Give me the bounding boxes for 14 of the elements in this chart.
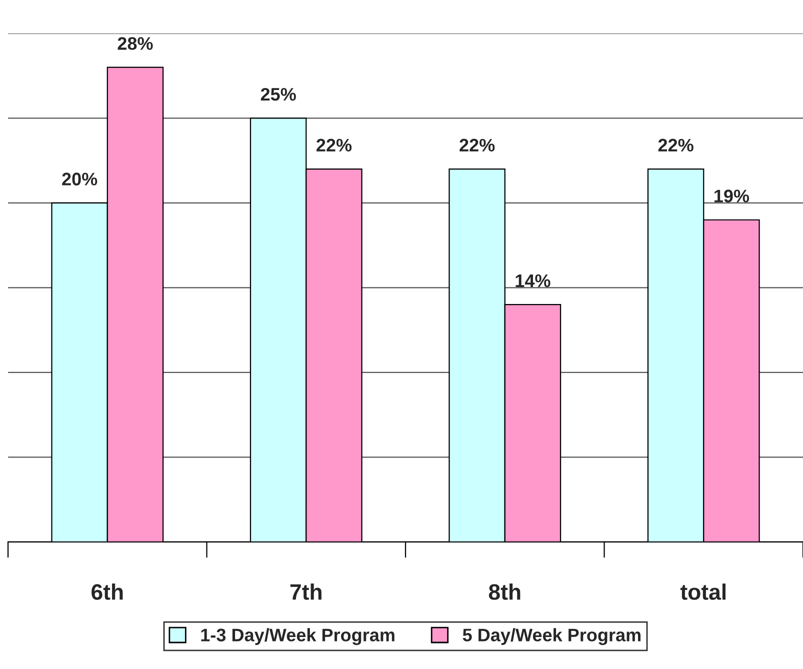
x-tick-label: 8th (488, 584, 520, 600)
data-label: 22% (658, 138, 694, 152)
data-label: 22% (316, 138, 352, 152)
data-label: 14% (516, 274, 550, 288)
data-label: 20% (62, 172, 98, 186)
x-tick-label: 7th (290, 584, 322, 600)
x-tick-label: total (680, 584, 726, 600)
x-tick-label: 6th (92, 584, 123, 600)
legend-label: 5 Day/Week Program (462, 628, 640, 646)
legend-label: 1-3 Day/Week Program (201, 628, 394, 646)
data-label: 22% (460, 138, 495, 152)
data-label: 19% (714, 190, 750, 202)
data-label: 28% (118, 37, 153, 50)
data-label: 25% (260, 88, 296, 101)
